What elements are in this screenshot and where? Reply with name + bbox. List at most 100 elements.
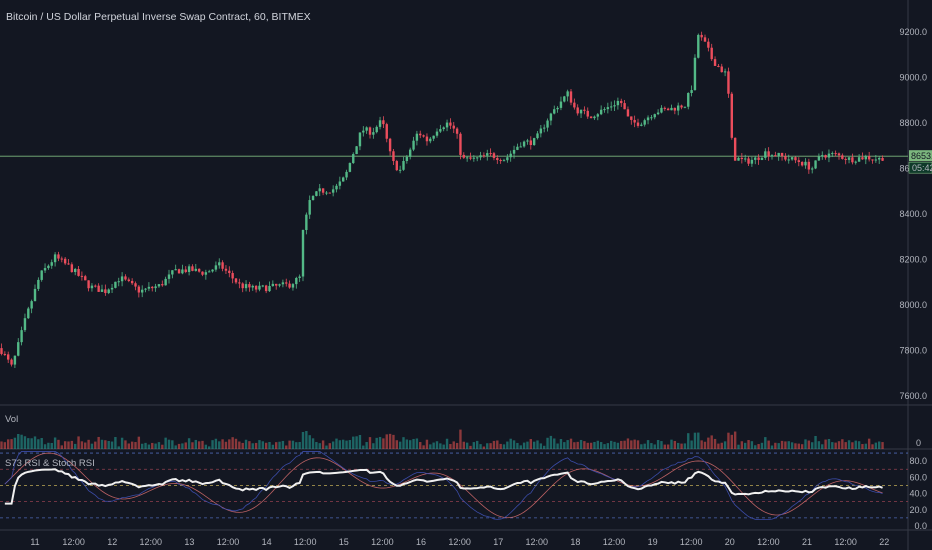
candle-body xyxy=(241,283,244,289)
candle-body xyxy=(703,37,707,42)
candle-body xyxy=(395,161,398,171)
candle-body xyxy=(268,285,271,292)
volume-bar xyxy=(770,445,774,449)
candle-body xyxy=(130,280,134,284)
volume-bar xyxy=(70,440,74,449)
price-tick-label: 8200.0 xyxy=(899,254,927,264)
volume-bar xyxy=(469,445,472,449)
candle-body xyxy=(576,107,579,114)
candle-body xyxy=(811,168,814,170)
volume-bar xyxy=(134,442,137,449)
candle-body xyxy=(70,264,74,273)
candle-body xyxy=(680,105,683,108)
candle-body xyxy=(851,157,854,163)
candle-body xyxy=(281,282,285,285)
volume-bar xyxy=(238,441,241,449)
candle-body xyxy=(516,146,519,150)
candle-body xyxy=(757,157,760,160)
volume-bar xyxy=(589,442,593,449)
volume-bar xyxy=(492,440,496,449)
volume-bar xyxy=(348,440,352,449)
candle-body xyxy=(469,157,472,159)
volume-bar xyxy=(733,431,737,449)
volume-bar xyxy=(613,441,616,449)
candle-body xyxy=(224,268,228,271)
volume-bar xyxy=(141,443,144,449)
candle-body xyxy=(0,348,3,354)
volume-bar xyxy=(787,441,790,449)
candle-body xyxy=(231,273,234,279)
candle-body xyxy=(194,268,197,271)
candle-body xyxy=(737,157,740,161)
candle-body xyxy=(20,330,23,343)
volume-bar xyxy=(167,439,171,449)
volume-bar xyxy=(831,442,834,449)
volume-bar xyxy=(53,437,57,449)
candle-body xyxy=(740,157,744,160)
candle-body xyxy=(727,71,730,94)
volume-bar xyxy=(643,443,646,449)
volume-bar xyxy=(90,443,94,449)
volume-bar xyxy=(794,443,797,449)
volume-bar xyxy=(539,443,543,449)
volume-bar xyxy=(740,441,744,449)
candle-body xyxy=(305,214,308,230)
volume-bar xyxy=(630,440,633,449)
volume-bar xyxy=(606,443,610,449)
candle-body xyxy=(620,100,623,104)
time-tick-label: 12:00 xyxy=(140,537,163,547)
volume-bar xyxy=(824,439,827,449)
volume-bar xyxy=(811,442,814,449)
candle-body xyxy=(157,284,161,287)
candle-body xyxy=(301,229,305,277)
volume-bar xyxy=(874,442,878,449)
volume-bar xyxy=(673,440,677,449)
candle-body xyxy=(258,285,261,290)
candle-body xyxy=(656,112,660,115)
price-tick-label: 7800.0 xyxy=(899,345,927,355)
candle-body xyxy=(110,287,114,290)
time-tick-label: 16 xyxy=(416,537,426,547)
price-tick-label: 8800.0 xyxy=(899,118,927,128)
volume-bar xyxy=(867,438,871,449)
volume-bar xyxy=(549,435,553,449)
volume-bar xyxy=(94,441,97,449)
candle-body xyxy=(147,286,151,289)
candle-body xyxy=(251,285,254,288)
candle-body xyxy=(569,91,573,103)
candle-body xyxy=(151,286,154,289)
volume-bar xyxy=(311,438,315,449)
candle-body xyxy=(184,269,187,272)
volume-bar xyxy=(23,436,27,449)
candle-body xyxy=(730,93,733,138)
candle-body xyxy=(352,154,355,164)
volume-bar xyxy=(516,442,519,449)
volume-bar xyxy=(281,440,285,449)
candle-body xyxy=(345,171,348,178)
time-tick-label: 14 xyxy=(262,537,272,547)
volume-bar xyxy=(352,436,355,449)
candle-body xyxy=(197,268,201,272)
candle-body xyxy=(586,110,589,117)
candle-body xyxy=(821,155,824,157)
candle-body xyxy=(181,269,184,274)
volume-bar xyxy=(80,441,84,449)
candle-body xyxy=(171,270,174,275)
candle-body xyxy=(640,124,643,126)
volume-bar xyxy=(422,445,425,449)
volume-bar xyxy=(161,444,164,449)
candle-body xyxy=(84,276,87,281)
rsi-pane xyxy=(0,451,908,520)
volume-bar xyxy=(532,441,536,449)
volume-bar xyxy=(459,429,462,449)
rsi-tick-label: 40.0 xyxy=(909,489,927,499)
candle-body xyxy=(496,157,499,161)
candle-body xyxy=(164,278,167,286)
candle-body xyxy=(522,141,526,147)
volume-bar xyxy=(301,431,305,449)
volume-bar xyxy=(512,440,516,449)
volume-bar xyxy=(43,444,47,449)
candle-body xyxy=(43,268,47,271)
candle-body xyxy=(208,271,211,273)
volume-bar xyxy=(194,439,197,449)
